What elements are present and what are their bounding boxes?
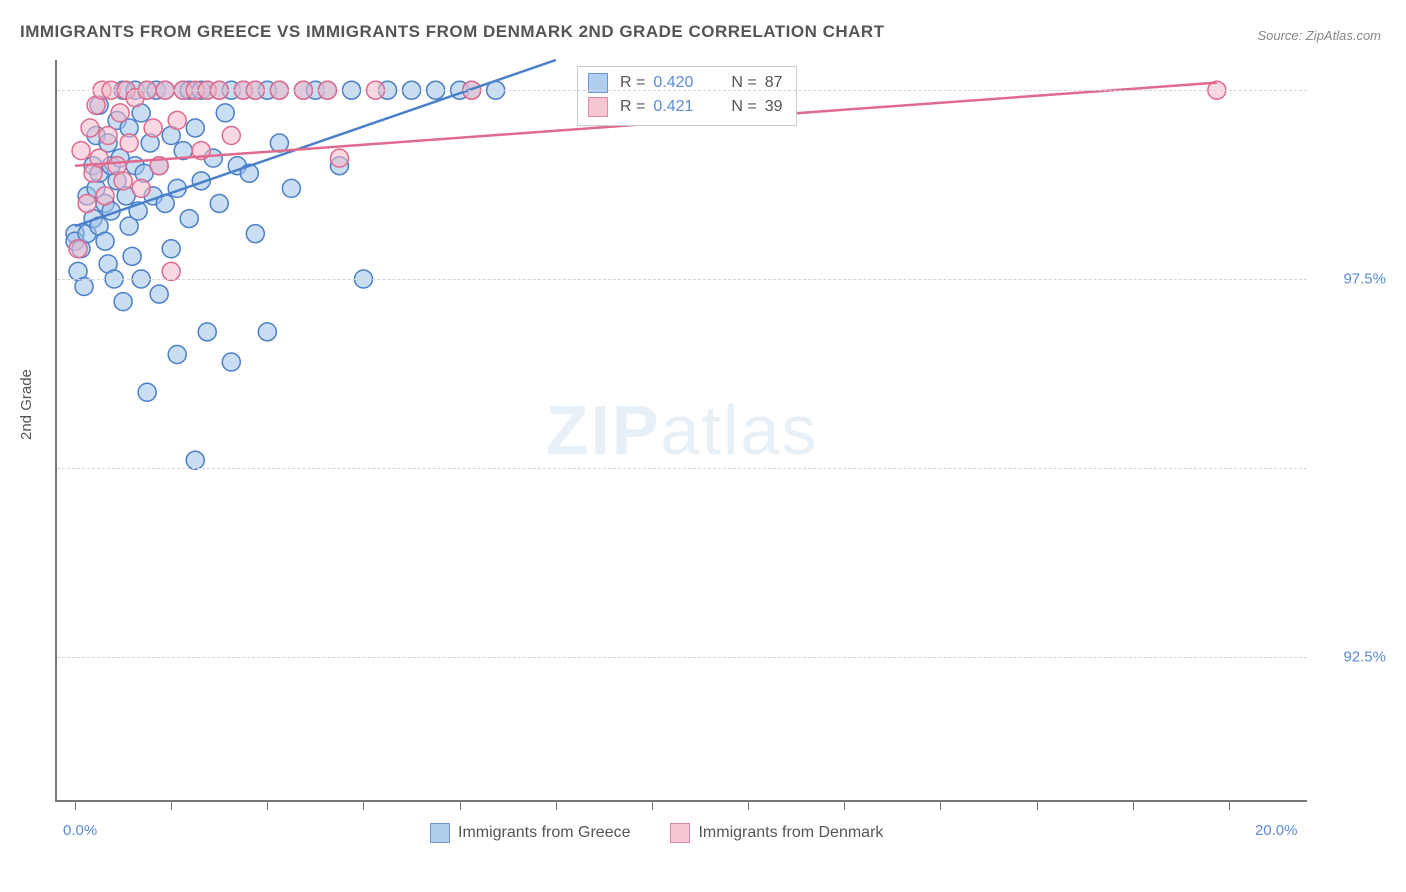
data-point	[210, 194, 228, 212]
data-point	[162, 240, 180, 258]
legend-swatch	[588, 97, 608, 117]
gridline	[57, 90, 1307, 91]
y-tick-label: 92.5%	[1343, 648, 1386, 665]
data-point	[198, 323, 216, 341]
data-point	[216, 104, 234, 122]
r-label: R =	[616, 71, 645, 95]
data-point	[144, 119, 162, 137]
data-point	[222, 353, 240, 371]
data-point	[222, 127, 240, 145]
source-label: Source: ZipAtlas.com	[1257, 28, 1381, 43]
x-tick	[1037, 800, 1038, 810]
n-value: 39	[765, 95, 783, 119]
y-tick-label: 97.5%	[1343, 270, 1386, 287]
x-tick	[75, 800, 76, 810]
data-point	[162, 262, 180, 280]
data-point	[78, 194, 96, 212]
data-point	[111, 104, 129, 122]
data-point	[168, 111, 186, 129]
x-tick	[748, 800, 749, 810]
data-point	[69, 240, 87, 258]
data-point	[75, 278, 93, 296]
data-point	[180, 210, 198, 228]
x-tick	[652, 800, 653, 810]
x-tick	[460, 800, 461, 810]
r-value: 0.420	[653, 71, 713, 95]
data-point	[114, 172, 132, 190]
r-label: R =	[616, 95, 645, 119]
y-axis-label: 2nd Grade	[18, 369, 35, 440]
gridline	[57, 657, 1307, 658]
legend-row: R = 0.421 N = 39	[588, 95, 782, 119]
legend-label: Immigrants from Denmark	[698, 824, 883, 842]
gridline	[57, 279, 1307, 280]
data-point	[282, 179, 300, 197]
x-tick-label: 20.0%	[1255, 822, 1298, 839]
data-point	[168, 345, 186, 363]
data-point	[123, 247, 141, 265]
x-tick	[1133, 800, 1134, 810]
data-point	[138, 383, 156, 401]
legend-swatch	[430, 823, 450, 843]
legend-row: R = 0.420 N = 87	[588, 71, 782, 95]
data-point	[96, 232, 114, 250]
x-tick-label: 0.0%	[63, 822, 97, 839]
correlation-legend: R = 0.420 N = 87 R = 0.421 N = 39	[577, 66, 797, 126]
data-point	[330, 149, 348, 167]
x-tick	[363, 800, 364, 810]
data-point	[114, 293, 132, 311]
x-tick	[171, 800, 172, 810]
series-legend: Immigrants from Greece Immigrants from De…	[430, 823, 883, 843]
data-point	[258, 323, 276, 341]
x-tick	[940, 800, 941, 810]
data-point	[72, 142, 90, 160]
chart-svg	[57, 60, 1307, 800]
plot-area: ZIPatlas R =0.420N =87R =0.421N =39	[55, 60, 1307, 802]
legend-item: Immigrants from Greece	[430, 823, 630, 843]
data-point	[96, 187, 114, 205]
x-tick	[556, 800, 557, 810]
n-label: N =	[721, 95, 756, 119]
data-point	[132, 179, 150, 197]
x-tick	[267, 800, 268, 810]
legend-label: Immigrants from Greece	[458, 824, 630, 842]
r-value: 0.421	[653, 95, 713, 119]
data-point	[150, 285, 168, 303]
n-value: 87	[765, 71, 783, 95]
data-point	[246, 225, 264, 243]
legend-item: Immigrants from Denmark	[670, 823, 883, 843]
gridline	[57, 468, 1307, 469]
data-point	[120, 134, 138, 152]
x-tick	[1229, 800, 1230, 810]
legend-swatch	[670, 823, 690, 843]
data-point	[186, 119, 204, 137]
x-tick	[844, 800, 845, 810]
data-point	[81, 119, 99, 137]
data-point	[186, 451, 204, 469]
n-label: N =	[721, 71, 756, 95]
chart-title: IMMIGRANTS FROM GREECE VS IMMIGRANTS FRO…	[20, 22, 885, 42]
data-point	[99, 127, 117, 145]
